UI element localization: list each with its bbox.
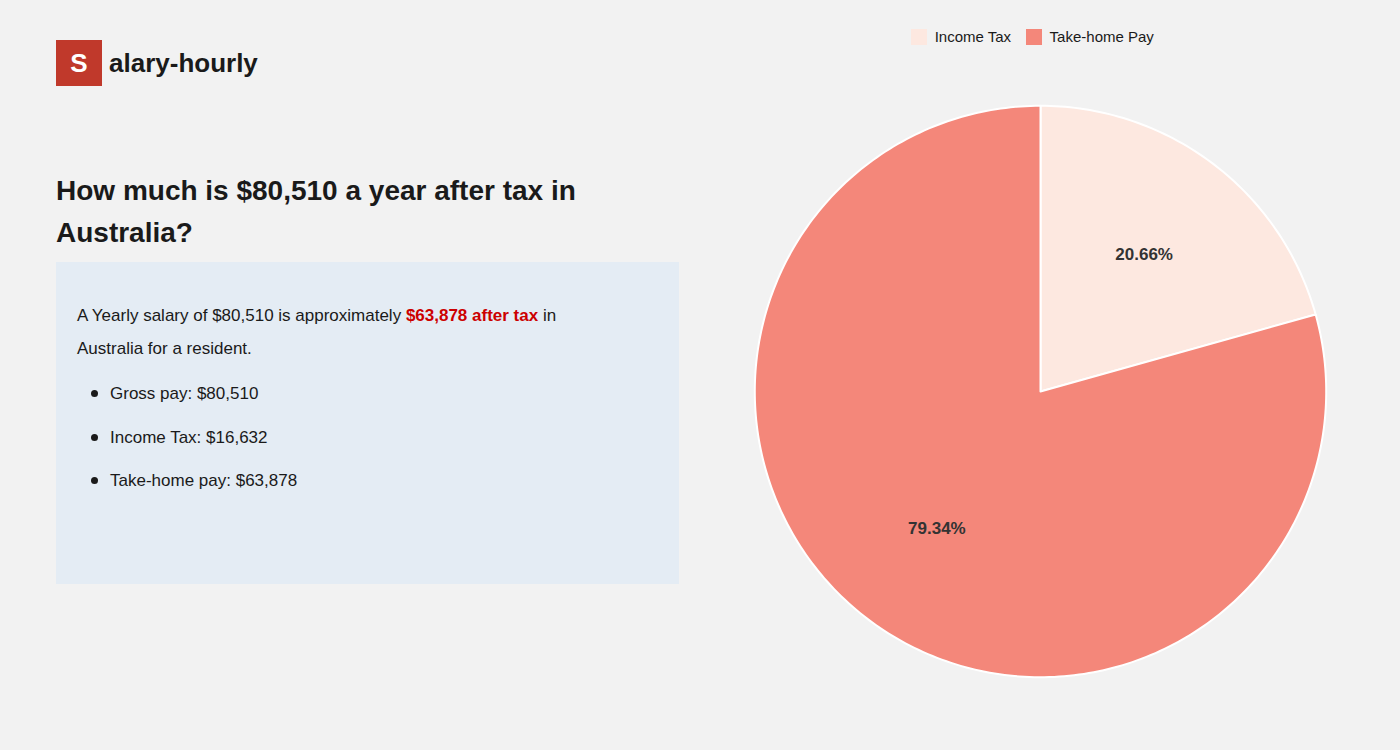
svg-text:79.34%: 79.34% xyxy=(908,518,966,537)
html-text:How much is $80,510 a year aft: How much is $80,510 a year after tax in … xyxy=(56,175,576,248)
html-text:Australia for a resident.: Australia for a resident. xyxy=(77,339,252,359)
html-text:Take-home Pay: Take-home Pay xyxy=(1049,28,1154,45)
html-text:alary-hourly: alary-hourly xyxy=(109,47,258,78)
html-text:Gross pay: $80,510: Gross pay: $80,510 xyxy=(110,384,259,404)
html-text:Income Tax: Income Tax xyxy=(934,28,1012,45)
html-text:A Yearly salary of $80,510 is: A Yearly salary of $80,510 is approximat… xyxy=(77,306,557,325)
html-text:S: S xyxy=(70,47,88,78)
svg-text:20.66%: 20.66% xyxy=(1115,245,1173,264)
html-text:Income Tax: $16,632: Income Tax: $16,632 xyxy=(110,427,268,447)
html-text:Take-home pay: $63,878: Take-home pay: $63,878 xyxy=(110,470,298,490)
